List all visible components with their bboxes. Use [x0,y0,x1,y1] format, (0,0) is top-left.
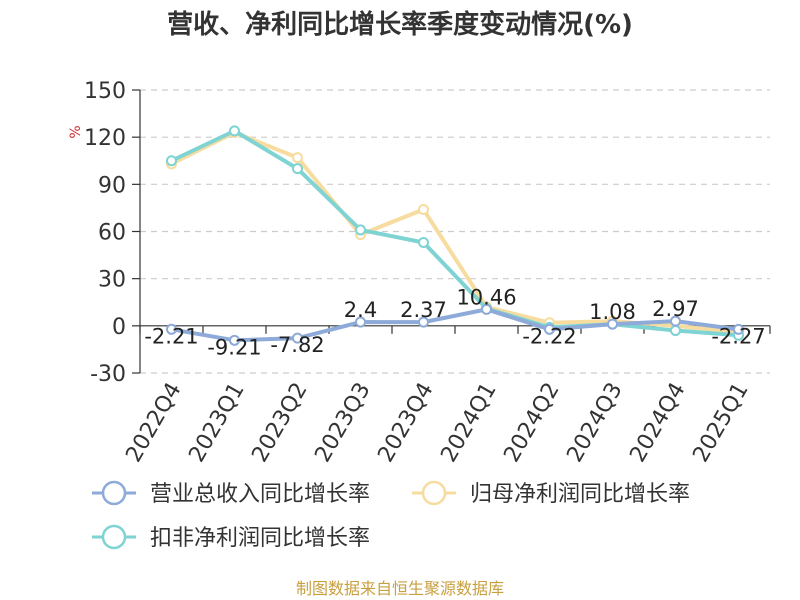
legend-label: 归母净利润同比增长率 [470,482,690,507]
y-tick-label: 150 [84,79,126,104]
data-point[interactable] [166,323,177,335]
data-point[interactable] [292,152,303,164]
x-tick-label: 2024Q3 [562,379,627,467]
legend-marker [101,480,127,506]
data-point[interactable] [670,325,681,337]
data-point[interactable] [733,323,744,335]
x-tick-label: 2025Q1 [688,379,753,467]
data-point[interactable] [292,163,303,175]
y-tick-label: -30 [90,362,126,387]
data-label: -2.22 [522,324,576,348]
data-label: 2.4 [344,298,377,322]
data-label: -2.21 [144,324,198,348]
data-labels: -2.21 -9.21 -7.82 2.4 2.37 10.46-2.22 1.08 2.97… [144,285,765,359]
legend-marker [421,480,447,506]
data-point[interactable] [229,125,240,137]
data-label: 10.46 [456,285,516,309]
x-tick-label: 2023Q4 [373,379,438,467]
x-tick-label: 2023Q2 [247,379,312,467]
data-point[interactable] [166,155,177,167]
series-layer [166,125,744,346]
y-tick-label: 30 [98,268,126,293]
y-axis-ticks: -30 0 30 60 90 120 150 [84,79,141,387]
legend-item-1[interactable]: 归母净利润同比增长率 [412,480,690,507]
data-point[interactable] [418,316,429,328]
legend-item-0[interactable]: 营业总收入同比增长率 [92,480,370,507]
x-tick-label: 2022Q4 [121,379,186,467]
x-tick-label: 2023Q3 [310,379,375,467]
data-point[interactable] [229,334,240,346]
data-point[interactable] [418,237,429,249]
data-point[interactable] [355,316,366,328]
y-tick-label: 90 [98,173,126,198]
series-line-0 [171,307,739,343]
data-point[interactable] [292,332,303,344]
x-tick-label: 2023Q1 [184,379,249,467]
series-line-2 [170,128,739,338]
data-point[interactable] [418,203,429,215]
data-label: 1.08 [589,300,636,324]
data-label: 2.97 [652,297,699,321]
x-tick-label: 2024Q2 [499,379,564,467]
data-label: -7.82 [270,333,324,357]
legend-label: 营业总收入同比增长率 [150,482,370,507]
x-tick-label: 2024Q1 [436,379,501,467]
data-point[interactable] [607,318,618,330]
data-label: -9.21 [207,335,261,359]
legend-label: 扣非净利润同比增长率 [150,526,370,551]
data-label: 2.37 [400,298,447,322]
data-point[interactable] [670,315,681,327]
data-point[interactable] [481,303,492,315]
data-point[interactable] [355,224,366,236]
y-tick-label: 0 [112,315,126,340]
data-label: -2.27 [711,324,765,348]
chart-title: 营收、净利同比增长率季度变动情况(%) [167,9,633,40]
data-point[interactable] [544,323,555,335]
legend-marker [101,524,127,550]
source-note: 制图数据来自恒生聚源数据库 [296,579,504,598]
y-tick-label: 60 [98,221,126,246]
x-tick-label: 2024Q4 [625,379,690,467]
y-tick-label: 120 [84,126,126,151]
legend-item-2[interactable]: 扣非净利润同比增长率 [92,524,370,551]
y-axis-unit: % [68,125,84,138]
